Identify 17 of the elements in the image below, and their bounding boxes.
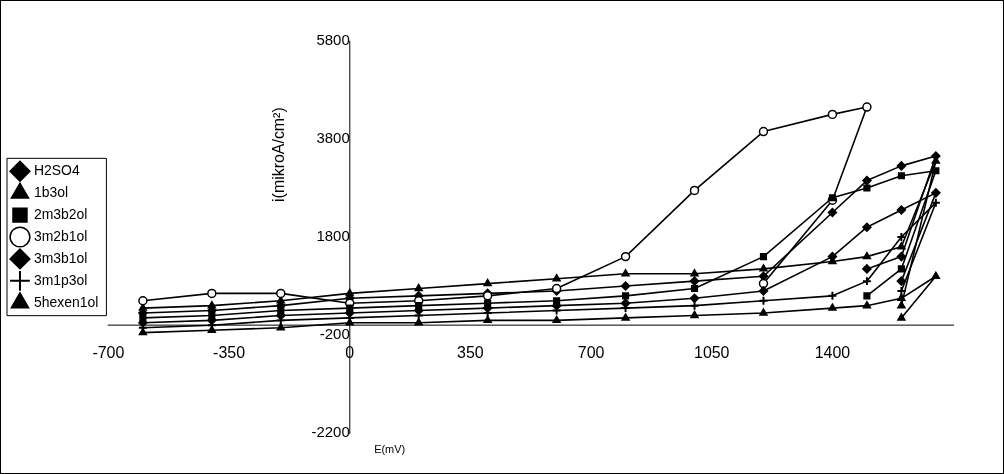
legend-label: H2SO4 xyxy=(33,162,80,179)
x-tick-label: -700 xyxy=(92,344,125,362)
y-tick-label: 5800 xyxy=(316,30,350,48)
x-tick-label: 1400 xyxy=(814,344,851,362)
x-tick-label: 1050 xyxy=(694,344,730,362)
x-axis-title: E(mV) xyxy=(374,442,406,455)
y-tick-label: -2200 xyxy=(311,423,350,441)
legend-label: 3m1p3ol xyxy=(33,271,88,288)
x-tick-label: 350 xyxy=(457,344,484,362)
legend-label: 2m3b2ol xyxy=(33,205,88,222)
legend-label: 5hexen1ol xyxy=(33,293,99,310)
legend-label: 3m3b1ol xyxy=(33,249,88,266)
x-tick-label: -350 xyxy=(213,344,246,362)
legend-label: 3m2b1ol xyxy=(33,227,88,244)
y-axis-title: i(mikroA/cm²) xyxy=(270,107,288,202)
x-tick-label: 700 xyxy=(577,344,605,362)
legend-label: 1b3ol xyxy=(33,184,69,201)
